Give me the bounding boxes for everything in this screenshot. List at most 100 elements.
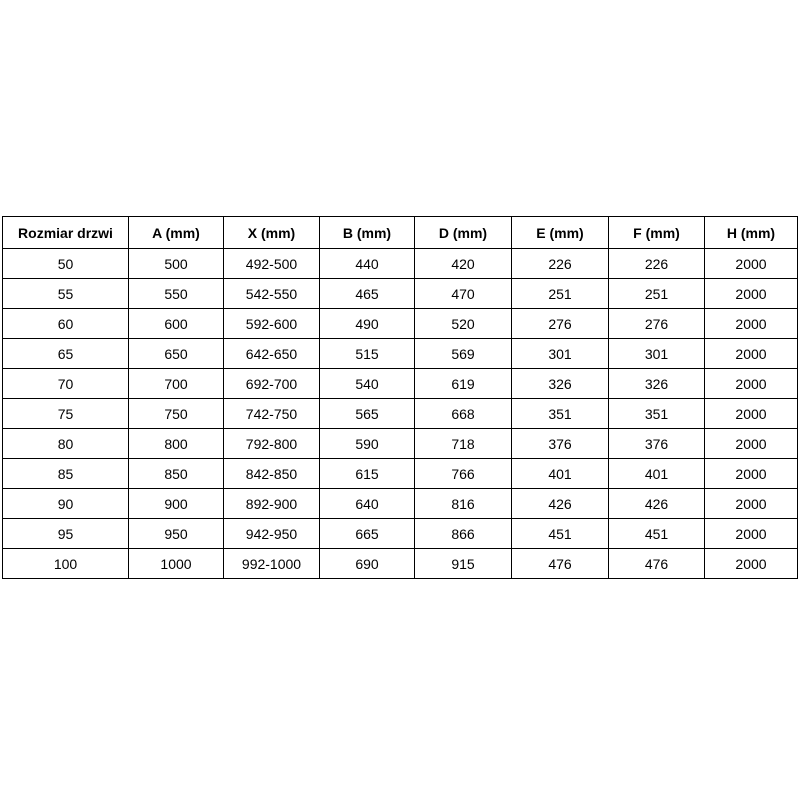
table-cell: 816 — [414, 488, 512, 519]
table-cell: 1000 — [128, 548, 224, 579]
table-row: 70 700 692-700 540 619 326 326 2000 — [2, 368, 798, 399]
table-cell: 351 — [608, 398, 705, 429]
table-cell: 590 — [319, 428, 415, 459]
table-cell: 376 — [511, 428, 609, 459]
table-cell: 226 — [608, 248, 705, 279]
table-cell: 742-750 — [223, 398, 320, 429]
table-cell: 226 — [511, 248, 609, 279]
table-cell: 60 — [2, 308, 129, 339]
table-row: 65 650 642-650 515 569 301 301 2000 — [2, 338, 798, 369]
table-cell: 640 — [319, 488, 415, 519]
table-cell: 750 — [128, 398, 224, 429]
table-cell: 700 — [128, 368, 224, 399]
table-cell: 276 — [511, 308, 609, 339]
column-header-h-mm: H (mm) — [704, 216, 798, 249]
table-cell: 850 — [128, 458, 224, 489]
table-cell: 992-1000 — [223, 548, 320, 579]
table-cell: 2000 — [704, 548, 798, 579]
table-cell: 500 — [128, 248, 224, 279]
table-cell: 251 — [608, 278, 705, 309]
column-header-e-mm: E (mm) — [511, 216, 609, 249]
table-cell: 440 — [319, 248, 415, 279]
table-row: 50 500 492-500 440 420 226 226 2000 — [2, 248, 798, 279]
table-cell: 2000 — [704, 458, 798, 489]
table-cell: 426 — [608, 488, 705, 519]
table-cell: 70 — [2, 368, 129, 399]
table-cell: 2000 — [704, 308, 798, 339]
table-cell: 2000 — [704, 428, 798, 459]
table-cell: 80 — [2, 428, 129, 459]
table-cell: 892-900 — [223, 488, 320, 519]
table-cell: 426 — [511, 488, 609, 519]
table-cell: 2000 — [704, 338, 798, 369]
table-cell: 476 — [511, 548, 609, 579]
table-cell: 565 — [319, 398, 415, 429]
table-cell: 615 — [319, 458, 415, 489]
table-cell: 470 — [414, 278, 512, 309]
table-cell: 301 — [511, 338, 609, 369]
table-cell: 75 — [2, 398, 129, 429]
table-cell: 326 — [511, 368, 609, 399]
table-row: 80 800 792-800 590 718 376 376 2000 — [2, 428, 798, 459]
column-header-rozmiar-drzwi: Rozmiar drzwi — [2, 216, 129, 249]
table-cell: 451 — [511, 518, 609, 549]
table-cell: 915 — [414, 548, 512, 579]
table-cell: 900 — [128, 488, 224, 519]
table-cell: 692-700 — [223, 368, 320, 399]
table-cell: 665 — [319, 518, 415, 549]
table-cell: 2000 — [704, 488, 798, 519]
column-header-f-mm: F (mm) — [608, 216, 705, 249]
table-row: 90 900 892-900 640 816 426 426 2000 — [2, 488, 798, 519]
table-cell: 2000 — [704, 368, 798, 399]
table-cell: 2000 — [704, 518, 798, 549]
table-cell: 550 — [128, 278, 224, 309]
table-cell: 942-950 — [223, 518, 320, 549]
table-cell: 540 — [319, 368, 415, 399]
table-cell: 690 — [319, 548, 415, 579]
table-row: 85 850 842-850 615 766 401 401 2000 — [2, 458, 798, 489]
table-cell: 326 — [608, 368, 705, 399]
table-cell: 492-500 — [223, 248, 320, 279]
table-cell: 520 — [414, 308, 512, 339]
table-cell: 842-850 — [223, 458, 320, 489]
table-cell: 251 — [511, 278, 609, 309]
table-cell: 55 — [2, 278, 129, 309]
table-cell: 65 — [2, 338, 129, 369]
table-row: 95 950 942-950 665 866 451 451 2000 — [2, 518, 798, 549]
table-cell: 592-600 — [223, 308, 320, 339]
table-cell: 351 — [511, 398, 609, 429]
table-cell: 301 — [608, 338, 705, 369]
table-cell: 650 — [128, 338, 224, 369]
table-cell: 90 — [2, 488, 129, 519]
table-cell: 100 — [2, 548, 129, 579]
table-cell: 401 — [511, 458, 609, 489]
table-cell: 451 — [608, 518, 705, 549]
table-cell: 401 — [608, 458, 705, 489]
table-row: 60 600 592-600 490 520 276 276 2000 — [2, 308, 798, 339]
table-cell: 866 — [414, 518, 512, 549]
table-cell: 465 — [319, 278, 415, 309]
table-cell: 476 — [608, 548, 705, 579]
door-size-table-container: Rozmiar drzwi A (mm) X (mm) B (mm) D (mm… — [2, 216, 798, 579]
table-cell: 490 — [319, 308, 415, 339]
table-cell: 2000 — [704, 398, 798, 429]
door-size-table: Rozmiar drzwi A (mm) X (mm) B (mm) D (mm… — [2, 216, 798, 579]
table-cell: 85 — [2, 458, 129, 489]
table-cell: 800 — [128, 428, 224, 459]
table-row: 75 750 742-750 565 668 351 351 2000 — [2, 398, 798, 429]
table-cell: 420 — [414, 248, 512, 279]
column-header-d-mm: D (mm) — [414, 216, 512, 249]
column-header-b-mm: B (mm) — [319, 216, 415, 249]
table-cell: 642-650 — [223, 338, 320, 369]
table-cell: 619 — [414, 368, 512, 399]
column-header-x-mm: X (mm) — [223, 216, 320, 249]
table-cell: 376 — [608, 428, 705, 459]
table-cell: 515 — [319, 338, 415, 369]
table-row: 100 1000 992-1000 690 915 476 476 2000 — [2, 548, 798, 579]
table-cell: 569 — [414, 338, 512, 369]
table-header-row: Rozmiar drzwi A (mm) X (mm) B (mm) D (mm… — [2, 216, 798, 249]
table-cell: 668 — [414, 398, 512, 429]
table-cell: 542-550 — [223, 278, 320, 309]
table-cell: 600 — [128, 308, 224, 339]
